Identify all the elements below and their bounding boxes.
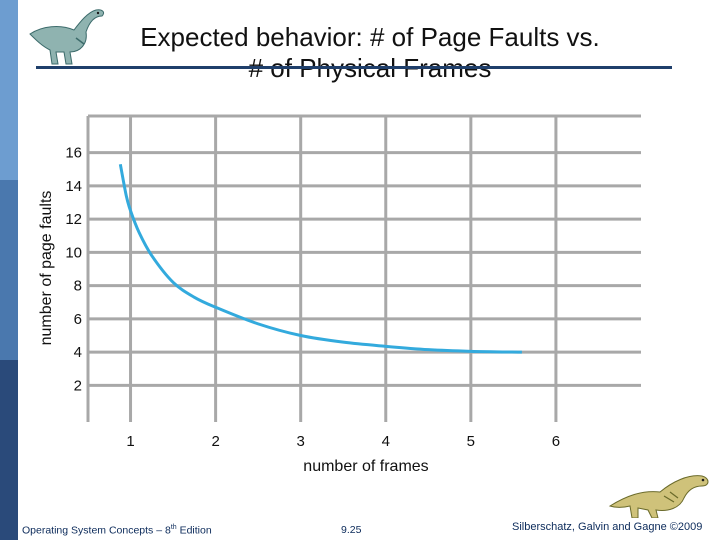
grid-lines — [86, 114, 641, 422]
dinosaur-logo-top — [29, 9, 105, 65]
footer-left-suffix: Edition — [176, 524, 212, 537]
y-tick-label: 6 — [74, 311, 82, 328]
dinosaur-logo-bottom — [608, 475, 709, 518]
footer-left-sup: th — [170, 524, 177, 531]
x-tick-label: 3 — [297, 433, 305, 450]
y-tick-label: 10 — [65, 244, 82, 261]
page-faults-curve — [118, 163, 522, 354]
x-tick-label: 5 — [467, 433, 475, 450]
title-line-1: Expected behavior: # of Page Faults vs. — [140, 22, 600, 52]
footer-course-title: Operating System Concepts – 8th Edition — [22, 524, 212, 537]
x-tick-label: 2 — [211, 433, 219, 450]
y-tick-label: 12 — [65, 211, 82, 228]
x-tick-label: 6 — [552, 433, 560, 450]
y-tick-label: 2 — [74, 377, 82, 394]
y-tick-label: 4 — [74, 344, 82, 361]
y-tick-label: 14 — [65, 178, 82, 195]
x-axis-label: number of frames — [303, 458, 428, 475]
y-axis-label: number of page faults — [38, 191, 55, 346]
accent-bar-bottom — [0, 360, 18, 540]
footer-left-prefix: Operating System Concepts – 8 — [22, 524, 171, 537]
accent-bar-middle — [0, 180, 18, 360]
footer-slide-number: 9.25 — [341, 524, 362, 536]
title-rule — [36, 66, 672, 69]
y-tick-label: 16 — [65, 145, 82, 162]
footer-copyright: Silberschatz, Galvin and Gagne ©2009 — [512, 521, 703, 533]
data-series — [118, 163, 522, 354]
x-tick-label: 4 — [382, 433, 390, 450]
slide-accent-bar — [0, 0, 18, 540]
y-tick-label: 8 — [74, 278, 82, 295]
plot-area — [88, 116, 641, 422]
x-tick-label: 1 — [126, 433, 134, 450]
accent-bar-top — [0, 0, 18, 180]
